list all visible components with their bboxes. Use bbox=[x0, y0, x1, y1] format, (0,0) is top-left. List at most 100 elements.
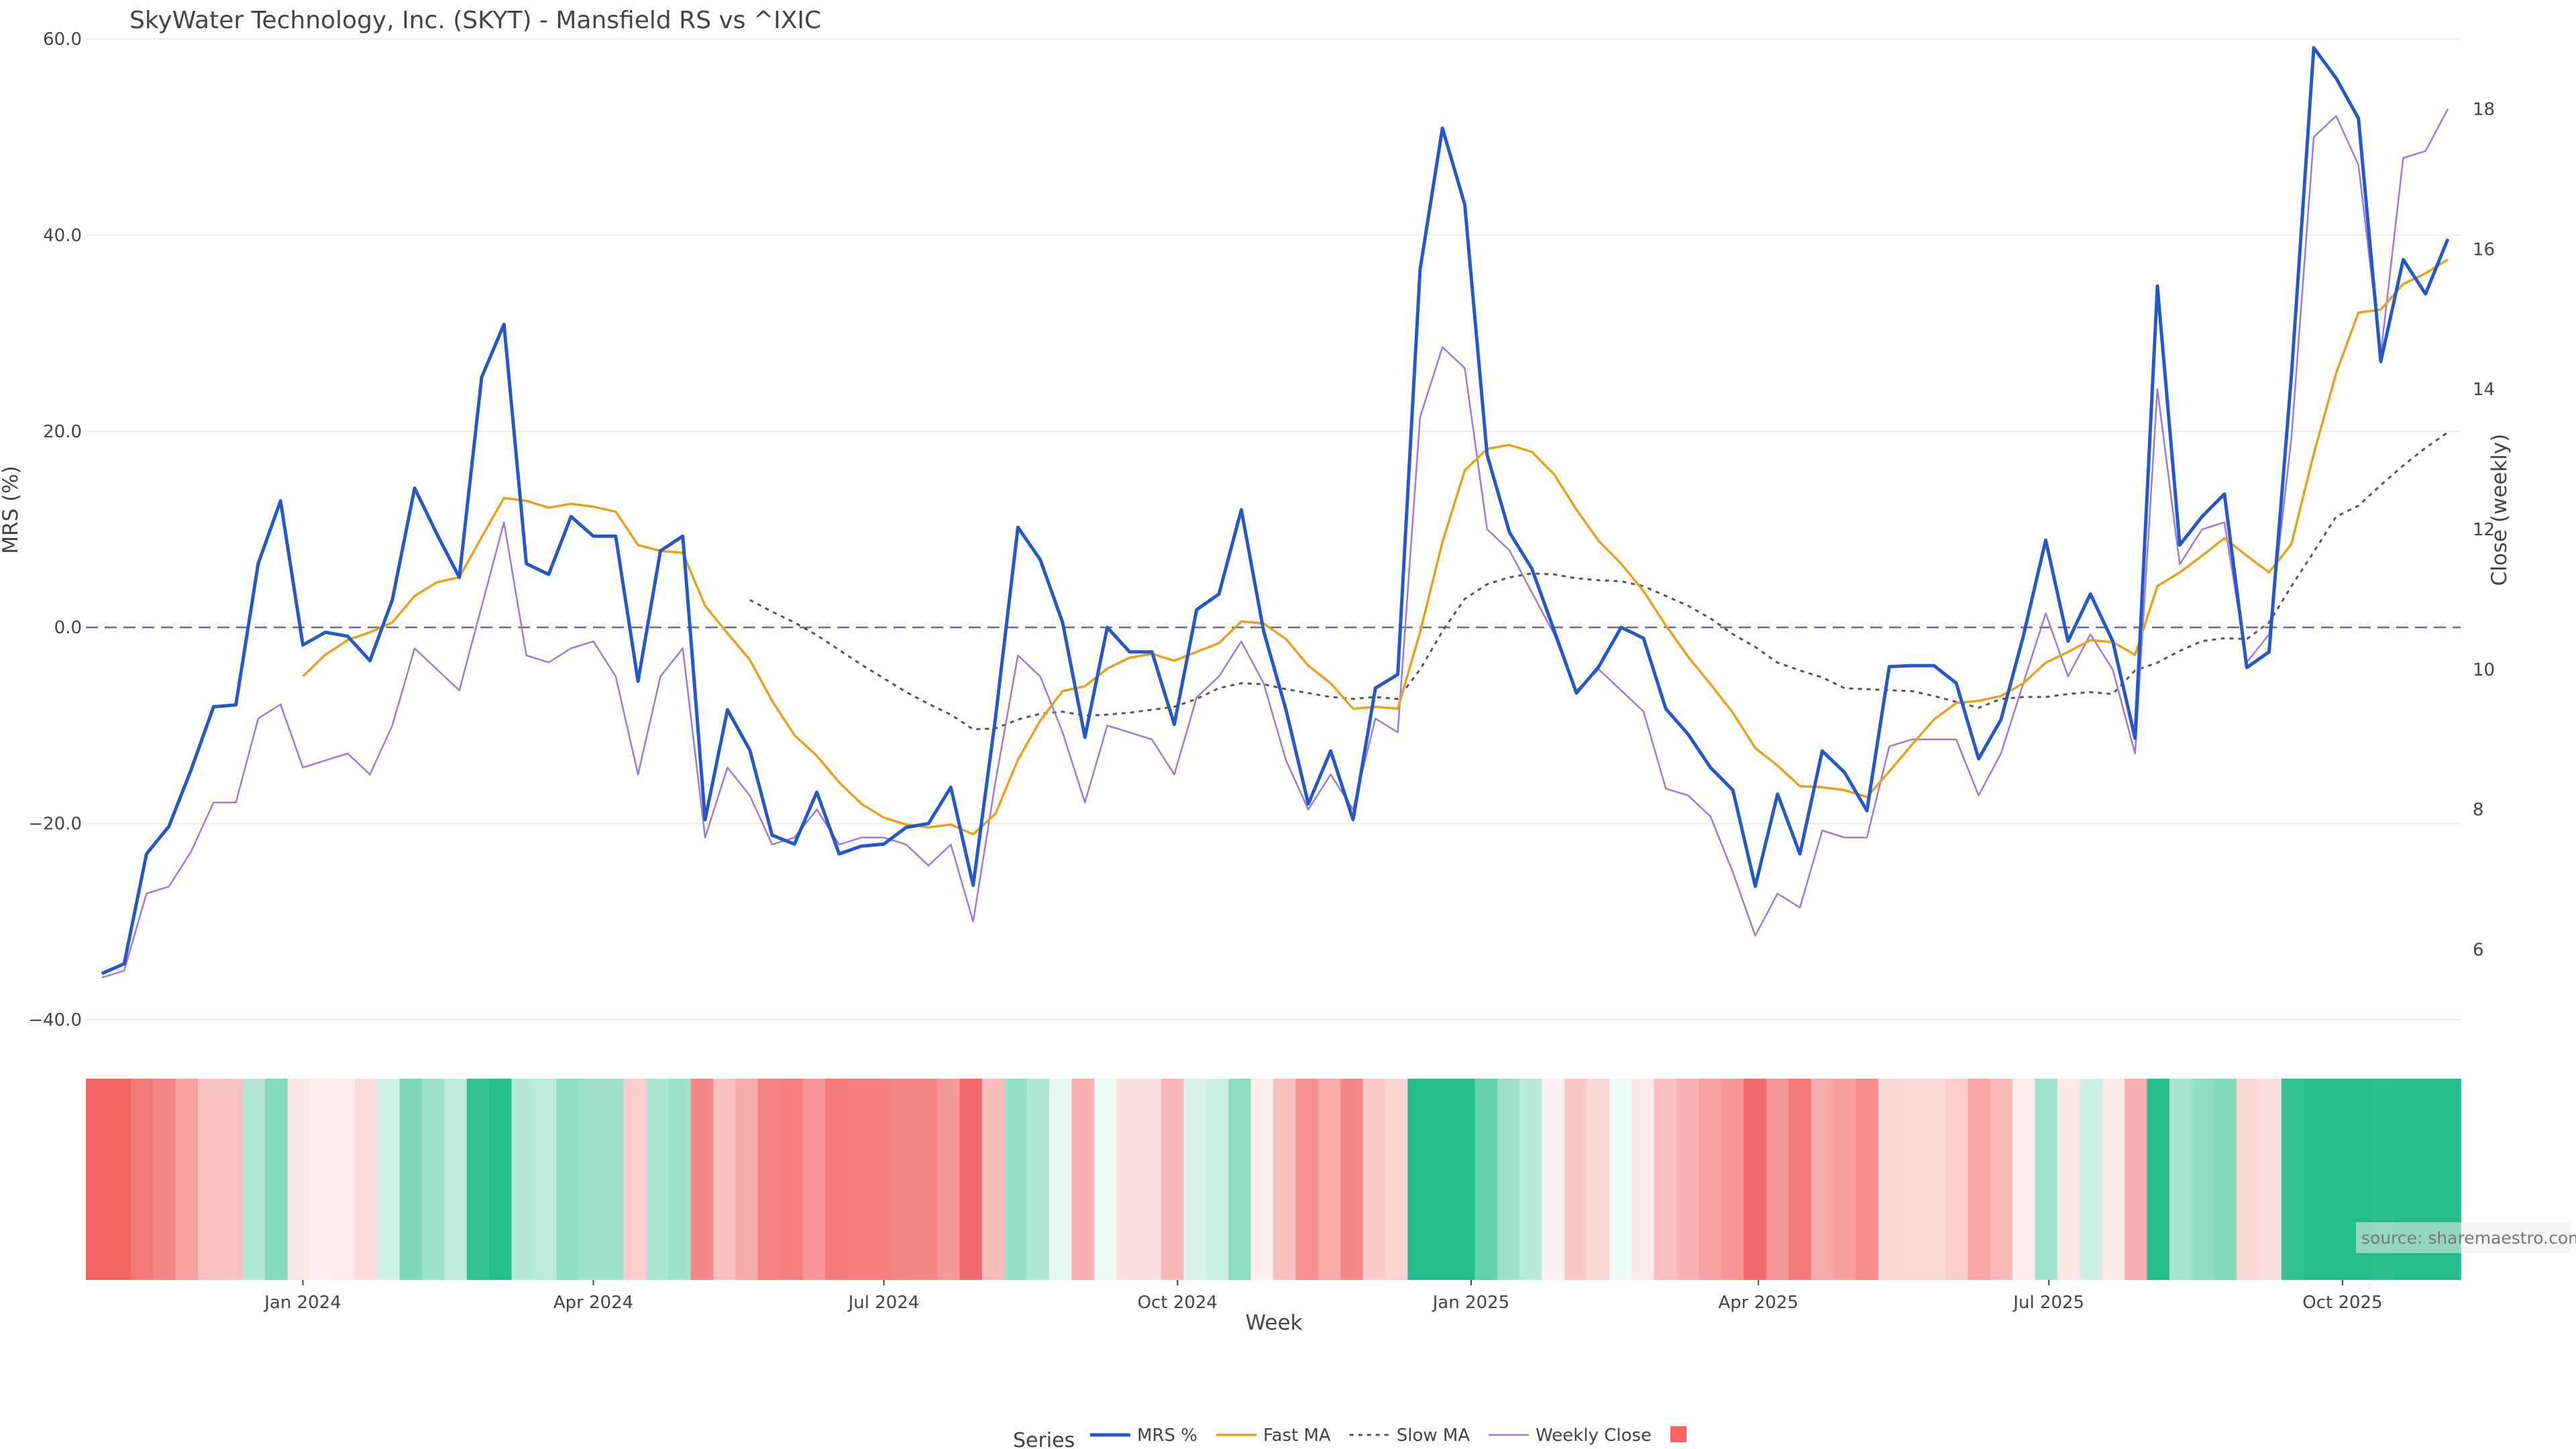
heat-cell bbox=[153, 1079, 176, 1280]
heat-cell bbox=[220, 1079, 244, 1280]
heat-cell bbox=[1116, 1079, 1140, 1280]
heat-cell bbox=[668, 1079, 692, 1280]
y-right-tick-label: 14 bbox=[2473, 380, 2495, 400]
heat-cell bbox=[1407, 1079, 1431, 1280]
heat-cell bbox=[2237, 1079, 2260, 1280]
heat-cell bbox=[1542, 1079, 1565, 1280]
heat-cell bbox=[2035, 1079, 2058, 1280]
legend-title: Series bbox=[1013, 1429, 1075, 1449]
heat-cell bbox=[735, 1079, 759, 1280]
heat-cell bbox=[780, 1079, 804, 1280]
heat-cell bbox=[1362, 1079, 1386, 1280]
heat-cell bbox=[2057, 1079, 2081, 1280]
chart-title: SkyWater Technology, Inc. (SKYT) - Mansf… bbox=[129, 7, 821, 34]
heat-cell bbox=[1519, 1079, 1543, 1280]
heat-cell bbox=[1721, 1079, 1745, 1280]
heat-cell bbox=[757, 1079, 782, 1280]
x-tick-label: Apr 2024 bbox=[553, 1293, 633, 1313]
heat-cell bbox=[1452, 1079, 1476, 1280]
heat-cell bbox=[86, 1079, 109, 1280]
heat-cell bbox=[1923, 1079, 1946, 1280]
source-label: source: sharemaestro.com bbox=[2361, 1228, 2576, 1248]
y-left-tick-label: 20.0 bbox=[43, 422, 82, 442]
heat-cell bbox=[1273, 1079, 1297, 1280]
gridlines bbox=[86, 38, 2461, 1020]
mrs-heat-strip bbox=[86, 1079, 2461, 1280]
heat-cell bbox=[1766, 1079, 1789, 1280]
heat-cell bbox=[1340, 1079, 1364, 1280]
heat-cell bbox=[1587, 1079, 1610, 1280]
heat-cell bbox=[197, 1079, 221, 1280]
heat-cell bbox=[1093, 1079, 1118, 1280]
heat-cell bbox=[108, 1079, 131, 1280]
heat-cell bbox=[2102, 1079, 2125, 1280]
heat-cell bbox=[1900, 1079, 1924, 1280]
y-left-tick-label: −20.0 bbox=[28, 814, 82, 835]
y-right-tick-label: 18 bbox=[2473, 99, 2495, 119]
heat-cell bbox=[2192, 1079, 2215, 1280]
heat-cell bbox=[1564, 1079, 1588, 1280]
heat-cell bbox=[1071, 1079, 1095, 1280]
heat-cell bbox=[2214, 1079, 2237, 1280]
heat-cell bbox=[1161, 1079, 1185, 1280]
heat-cell bbox=[242, 1079, 266, 1280]
heat-cell bbox=[1878, 1079, 1901, 1280]
legend: Series MRS % Fast MA Slow MA Weekly Close bbox=[1013, 1426, 1687, 1449]
x-tick-label: Oct 2024 bbox=[1138, 1293, 1218, 1313]
x-tick-label: Oct 2025 bbox=[2302, 1293, 2382, 1313]
heat-cell bbox=[1295, 1079, 1319, 1280]
heat-cell bbox=[2326, 1079, 2349, 1280]
right-axis-ticks: 18 16 14 12 10 8 6 bbox=[2473, 99, 2495, 960]
heat-cell bbox=[1743, 1079, 1767, 1280]
heat-cell bbox=[914, 1079, 938, 1280]
x-tick-label: Jul 2024 bbox=[847, 1293, 920, 1313]
heat-cell bbox=[466, 1079, 490, 1280]
heat-cell bbox=[1497, 1079, 1521, 1280]
legend-label: Fast MA bbox=[1263, 1426, 1331, 1446]
heat-cell bbox=[1631, 1079, 1655, 1280]
y-axis-left-title: MRS (%) bbox=[0, 466, 23, 553]
x-axis-ticks: Jan 2024 Apr 2024 Jul 2024 Oct 2024 Jan 2025… bbox=[263, 1280, 2383, 1313]
heat-cell bbox=[1699, 1079, 1722, 1280]
heat-cell bbox=[690, 1079, 714, 1280]
y-right-tick-label: 6 bbox=[2473, 941, 2484, 961]
heat-cell bbox=[1318, 1079, 1341, 1280]
left-axis-ticks: 60.0 40.0 20.0 0.0 −20.0 −40.0 bbox=[28, 30, 82, 1030]
heat-cell bbox=[533, 1079, 557, 1280]
y-right-tick-label: 12 bbox=[2473, 520, 2495, 540]
x-tick-label: Apr 2025 bbox=[1719, 1293, 1799, 1313]
heat-cell bbox=[265, 1079, 288, 1280]
heat-cell bbox=[1049, 1079, 1073, 1280]
y-left-tick-label: 40.0 bbox=[43, 225, 82, 246]
x-tick-label: Jan 2025 bbox=[1432, 1293, 1510, 1313]
heat-cell bbox=[332, 1079, 356, 1280]
heat-cell bbox=[1183, 1079, 1207, 1280]
heat-cell bbox=[713, 1079, 737, 1280]
heat-cell bbox=[825, 1079, 849, 1280]
heat-cell bbox=[1968, 1079, 1991, 1280]
heat-cell bbox=[2304, 1079, 2327, 1280]
y-left-tick-label: −40.0 bbox=[28, 1010, 82, 1030]
heat-cell bbox=[1026, 1079, 1050, 1280]
heat-cell bbox=[511, 1079, 535, 1280]
heat-cell bbox=[1990, 1079, 2013, 1280]
x-axis-title: Week bbox=[1246, 1311, 1303, 1335]
heat-cell bbox=[1228, 1079, 1252, 1280]
heat-cell bbox=[2080, 1079, 2103, 1280]
y-axis-right-title: Close (weekly) bbox=[2487, 434, 2512, 586]
heat-cell bbox=[623, 1079, 647, 1280]
series-line-mrs bbox=[101, 46, 2450, 975]
legend-label: Weekly Close bbox=[1536, 1426, 1652, 1446]
heat-cell bbox=[645, 1079, 669, 1280]
series-line-weekly-close bbox=[101, 108, 2449, 979]
heat-cell bbox=[1385, 1079, 1409, 1280]
heat-cell bbox=[959, 1079, 983, 1280]
heat-cell bbox=[130, 1079, 154, 1280]
heat-cell bbox=[869, 1079, 894, 1280]
heat-cell bbox=[444, 1079, 468, 1280]
heat-cell bbox=[1205, 1079, 1230, 1280]
heat-cell bbox=[802, 1079, 826, 1280]
heat-cell bbox=[2147, 1079, 2170, 1280]
heat-cell bbox=[2169, 1079, 2193, 1280]
